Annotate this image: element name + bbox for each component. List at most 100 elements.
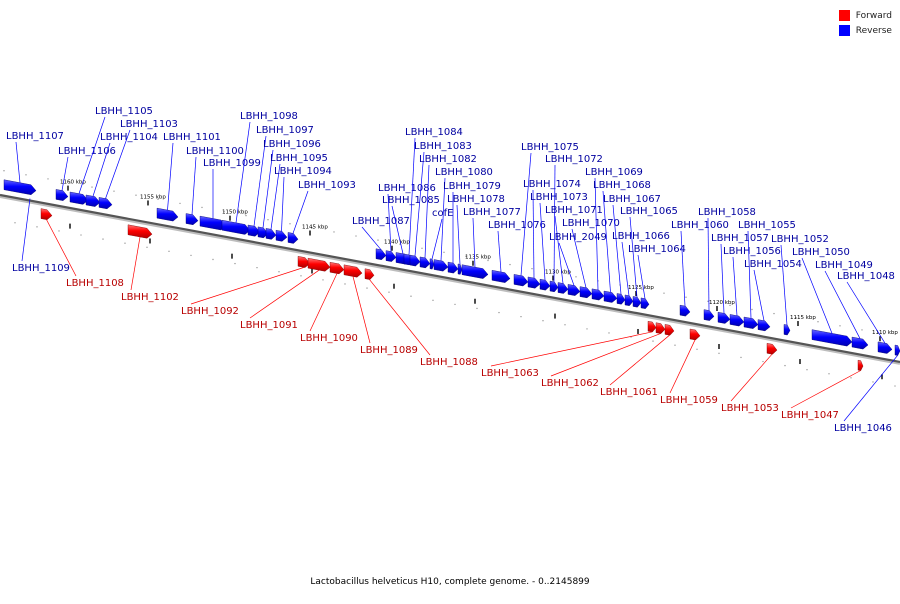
label-lbhh-1062[interactable]: LBHH_1062 [541,378,599,389]
gene-lbhh-1053[interactable] [766,343,778,355]
gene-lbhh-1061[interactable] [664,324,675,336]
gene-lbhh-1069[interactable] [591,288,605,301]
label-lbhh-1072[interactable]: LBHH_1072 [545,154,603,165]
gene-lbhh-1083[interactable] [409,254,421,267]
label-lbhh-1083[interactable]: LBHH_1083 [414,141,472,152]
label-lbhh-2049[interactable]: LBHH_2049 [549,232,607,243]
label-lbhh-1094[interactable]: LBHH_1094 [274,166,332,177]
label-lbhh-1071[interactable]: LBHH_1071 [545,205,603,216]
label-lbhh-1108[interactable]: LBHH_1108 [66,278,124,289]
gene-lbhh-1080[interactable] [433,259,449,272]
gene-lbhh-1071[interactable] [557,282,569,294]
label-lbhh-1067[interactable]: LBHH_1067 [603,194,661,205]
label-lbhh-1091[interactable]: LBHH_1091 [240,320,298,331]
gene-lbhh-1049[interactable] [851,336,869,350]
label-lbhh-1086[interactable]: LBHH_1086 [378,183,436,194]
gene-lbhh-1066[interactable] [624,294,634,306]
gene-lbhh-1093[interactable] [287,232,299,244]
gene-lbhh-1090[interactable] [329,261,345,275]
gene-lbhh-1077[interactable] [461,264,489,279]
gene-lbhh-1047[interactable] [857,359,864,371]
gene-lbhh-1064[interactable] [640,297,650,309]
gene-lbhh-2049[interactable] [567,284,581,296]
label-lbhh-1049[interactable]: LBHH_1049 [815,260,873,271]
label-lbhh-1079[interactable]: LBHH_1079 [443,181,501,192]
label-lbhh-1055[interactable]: LBHH_1055 [738,220,796,231]
gene-lbhh-1102[interactable] [127,224,153,239]
label-lbhh-1106[interactable]: LBHH_1106 [58,146,116,157]
label-lbhh-1085[interactable]: LBHH_1085 [382,195,440,206]
label-lbhh-1061[interactable]: LBHH_1061 [600,387,658,398]
gene-lbhh-1089[interactable] [343,264,363,278]
label-lbhh-1057[interactable]: LBHH_1057 [711,233,769,244]
gene-lbhh-1058[interactable] [703,309,715,321]
gene-lbhh-1096[interactable] [257,226,269,239]
gene-lbhh-1056[interactable] [729,314,745,327]
gene-lbhh-1098[interactable] [221,219,251,235]
label-lbhh-1048[interactable]: LBHH_1048 [837,271,895,282]
label-lbhh-1073[interactable]: LBHH_1073 [530,192,588,203]
label-lbhh-1064[interactable]: LBHH_1064 [628,244,686,255]
gene-lbhh-1059[interactable] [689,328,701,341]
label-lbhh-1109[interactable]: LBHH_1109 [12,263,70,274]
gene-lbhh-1086[interactable] [385,250,397,262]
gene-lbhh-1103[interactable] [98,197,113,210]
gene-lbhh-1073[interactable] [539,278,551,291]
label-lbhh-1077[interactable]: LBHH_1077 [463,207,521,218]
gene-lbhh-1075[interactable] [513,274,529,287]
gene-lbhh-1105[interactable] [69,191,89,205]
label-lbhh-1082[interactable]: LBHH_1082 [419,154,477,165]
label-lbhh-1068[interactable]: LBHH_1068 [593,180,651,191]
label-lbhh-1089[interactable]: LBHH_1089 [360,345,418,356]
label-lbhh-1069[interactable]: LBHH_1069 [585,167,643,178]
gene-lbhh-1063[interactable] [647,320,657,333]
gene-lbhh-1057[interactable] [717,311,731,324]
label-lbhh-1084[interactable]: LBHH_1084 [405,127,463,138]
label-lbhh-1060[interactable]: LBHH_1060 [671,220,729,231]
label-lbhh-1070[interactable]: LBHH_1070 [562,218,620,229]
gene-lbhh-1067[interactable] [616,293,626,305]
gene-lbhh-1068[interactable] [603,290,618,303]
label-lbhh-1095[interactable]: LBHH_1095 [270,153,328,164]
gene-lbhh-1052[interactable] [783,324,791,336]
label-lbhh-1066[interactable]: LBHH_1066 [612,231,670,242]
label-lbhh-1103[interactable]: LBHH_1103 [120,119,178,130]
label-lbhh-1087[interactable]: LBHH_1087 [352,216,410,227]
gene-lbhh-1065[interactable] [632,296,642,308]
gene-lbhh-1091[interactable] [307,257,331,272]
gene-lbhh-1107[interactable] [3,179,37,195]
gene-lbhh-1060[interactable] [679,304,691,317]
label-lbhh-1093[interactable]: LBHH_1093 [298,180,356,191]
label-lbhh-1052[interactable]: LBHH_1052 [771,234,829,245]
label-lbhh-1076[interactable]: LBHH_1076 [488,220,546,231]
label-lbhh-1100[interactable]: LBHH_1100 [186,146,244,157]
gene-lbhh-1094[interactable] [275,229,288,242]
label-lbhh-1053[interactable]: LBHH_1053 [721,403,779,414]
label-lbhh-1080[interactable]: LBHH_1080 [435,167,493,178]
gene-lbhh-1046[interactable] [894,344,900,356]
gene-lbhh-1095[interactable] [265,228,277,240]
label-lbhh-1090[interactable]: LBHH_1090 [300,333,358,344]
label-lbhh-1101[interactable]: LBHH_1101 [163,132,221,143]
gene-lbhh-1070[interactable] [579,286,593,299]
label-lbhh-1046[interactable]: LBHH_1046 [834,423,892,434]
label-lbhh-1050[interactable]: LBHH_1050 [792,247,850,258]
label-cofe[interactable]: cofE [432,208,453,219]
gene-lbhh-1101[interactable] [156,207,179,222]
label-lbhh-1056[interactable]: LBHH_1056 [723,246,781,257]
gene-lbhh-1106[interactable] [55,189,69,201]
gene-lbhh-1079[interactable] [447,261,459,274]
label-lbhh-1102[interactable]: LBHH_1102 [121,292,179,303]
gene-lbhh-1087[interactable] [375,248,387,260]
label-lbhh-1098[interactable]: LBHH_1098 [240,111,298,122]
label-lbhh-1074[interactable]: LBHH_1074 [523,179,581,190]
gene-lbhh-1100[interactable] [185,213,199,226]
gene-lbhh-1055[interactable] [743,316,759,329]
label-lbhh-1092[interactable]: LBHH_1092 [181,306,239,317]
label-lbhh-1104[interactable]: LBHH_1104 [100,132,158,143]
label-lbhh-1099[interactable]: LBHH_1099 [203,158,261,169]
label-lbhh-1107[interactable]: LBHH_1107 [6,131,64,142]
label-lbhh-1058[interactable]: LBHH_1058 [698,207,756,218]
gene-lbhh-1104[interactable] [85,194,101,207]
gene-lbhh-1072[interactable] [549,280,559,293]
